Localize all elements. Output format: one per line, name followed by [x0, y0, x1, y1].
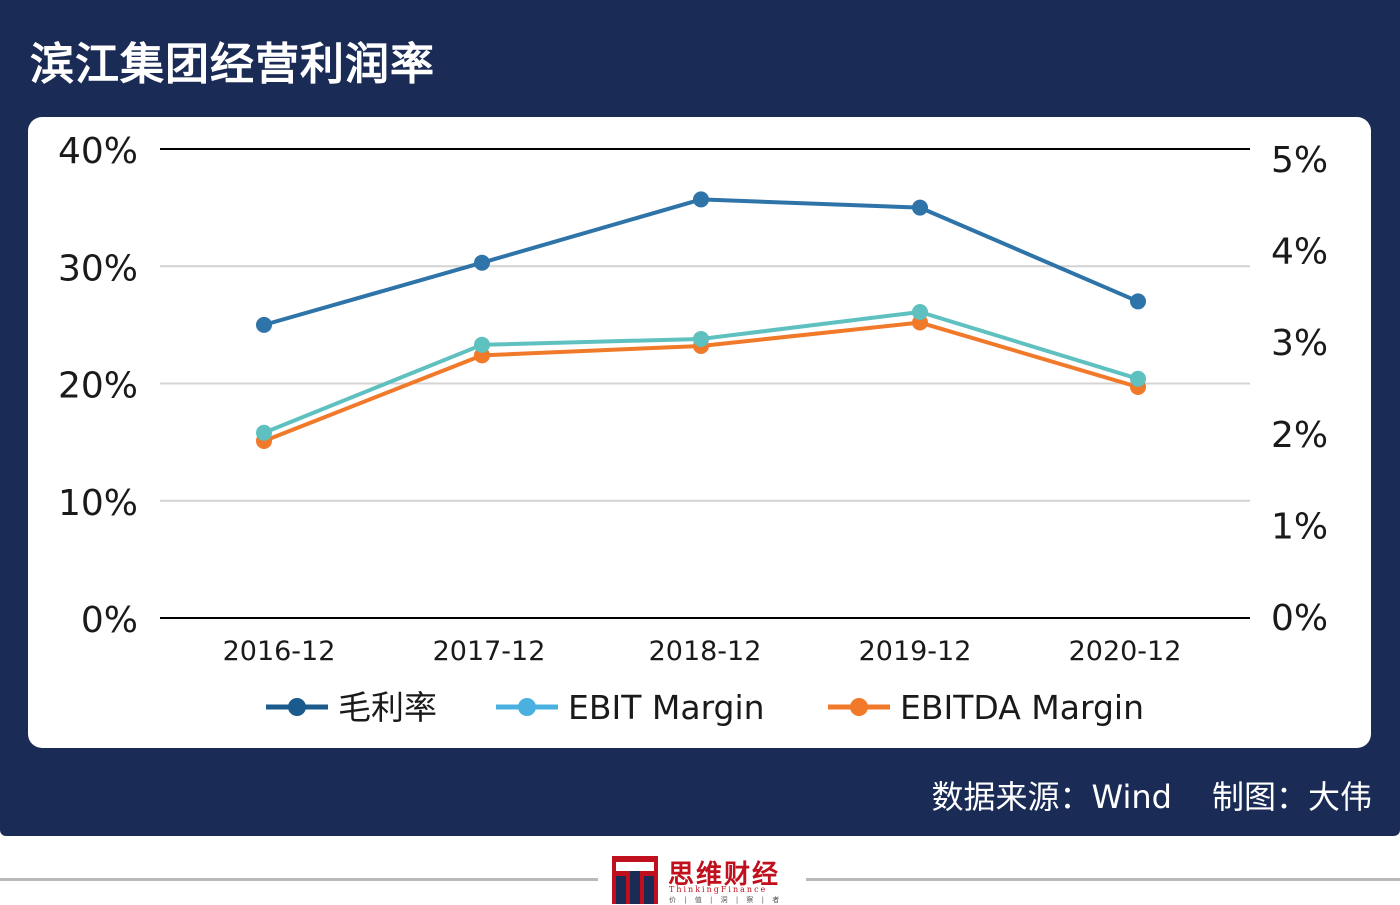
brand-name: 思维财经 [668, 860, 781, 890]
data-point [693, 330, 709, 347]
series-line [263, 309, 1139, 435]
data-point [256, 316, 272, 333]
series-line [263, 197, 1139, 327]
x-tick-label: 2018-12 [649, 636, 762, 667]
data-point [1130, 370, 1146, 387]
brand-mark-icon [612, 856, 658, 904]
data-point [1130, 293, 1146, 310]
data-point [256, 424, 272, 441]
data-point [912, 199, 928, 216]
footer-note: 数据来源：Wind 制图：大伟 [932, 772, 1372, 818]
y-left-tick-label: 20% [58, 366, 138, 407]
page-title: 滨江集团经营利润率 [30, 39, 435, 90]
data-point [474, 336, 490, 353]
footer-divider-right [806, 878, 1400, 881]
x-tick-label: 2019-12 [859, 636, 972, 667]
legend-label: EBITDA Margin [900, 688, 1144, 727]
line-chart: 0% 10% 20% 30% 40% 0% 1% 2% 3% 4% 5% 2016-12 2017-12… [58, 131, 1328, 727]
x-tick-label: 2016-12 [223, 636, 336, 667]
legend-label: 毛利率 [338, 688, 437, 727]
y-right-tick-label: 4% [1271, 232, 1328, 273]
x-tick-label: 2020-12 [1069, 636, 1182, 667]
data-point [474, 254, 490, 271]
y-left-tick-label: 40% [58, 131, 138, 172]
data-point [912, 303, 928, 320]
legend-swatch-dot [518, 698, 536, 716]
y-left-tick-label: 30% [58, 248, 138, 289]
footer-divider-left [0, 878, 598, 881]
y-left-tick-label: 10% [58, 483, 138, 524]
chart-card: 0% 10% 20% 30% 40% 0% 1% 2% 3% 4% 5% 2016-12 2017-12… [28, 117, 1371, 748]
x-tick-label: 2017-12 [433, 636, 546, 667]
chart-author: 制图：大伟 [1211, 778, 1372, 816]
legend-swatch-dot [850, 698, 868, 716]
brand-slogan: 价 | 值 | 洞 | 察 | 者 [669, 896, 783, 904]
brand-english: ThinkingFinance [669, 885, 768, 894]
y-left-tick-label: 0% [81, 600, 138, 641]
legend-swatch-dot [288, 698, 306, 716]
y-right-tick-label: 1% [1271, 506, 1328, 547]
y-right-tick-label: 5% [1271, 140, 1328, 181]
data-point [693, 191, 709, 208]
legend-label: EBIT Margin [568, 688, 765, 727]
y-right-tick-label: 0% [1271, 598, 1328, 639]
y-right-tick-label: 3% [1271, 323, 1328, 364]
y-right-tick-label: 2% [1271, 415, 1328, 456]
data-source: 数据来源：Wind [931, 778, 1172, 816]
brand-logo: 思维财经 ThinkingFinance 价 | 值 | 洞 | 察 | 者 [612, 856, 802, 904]
